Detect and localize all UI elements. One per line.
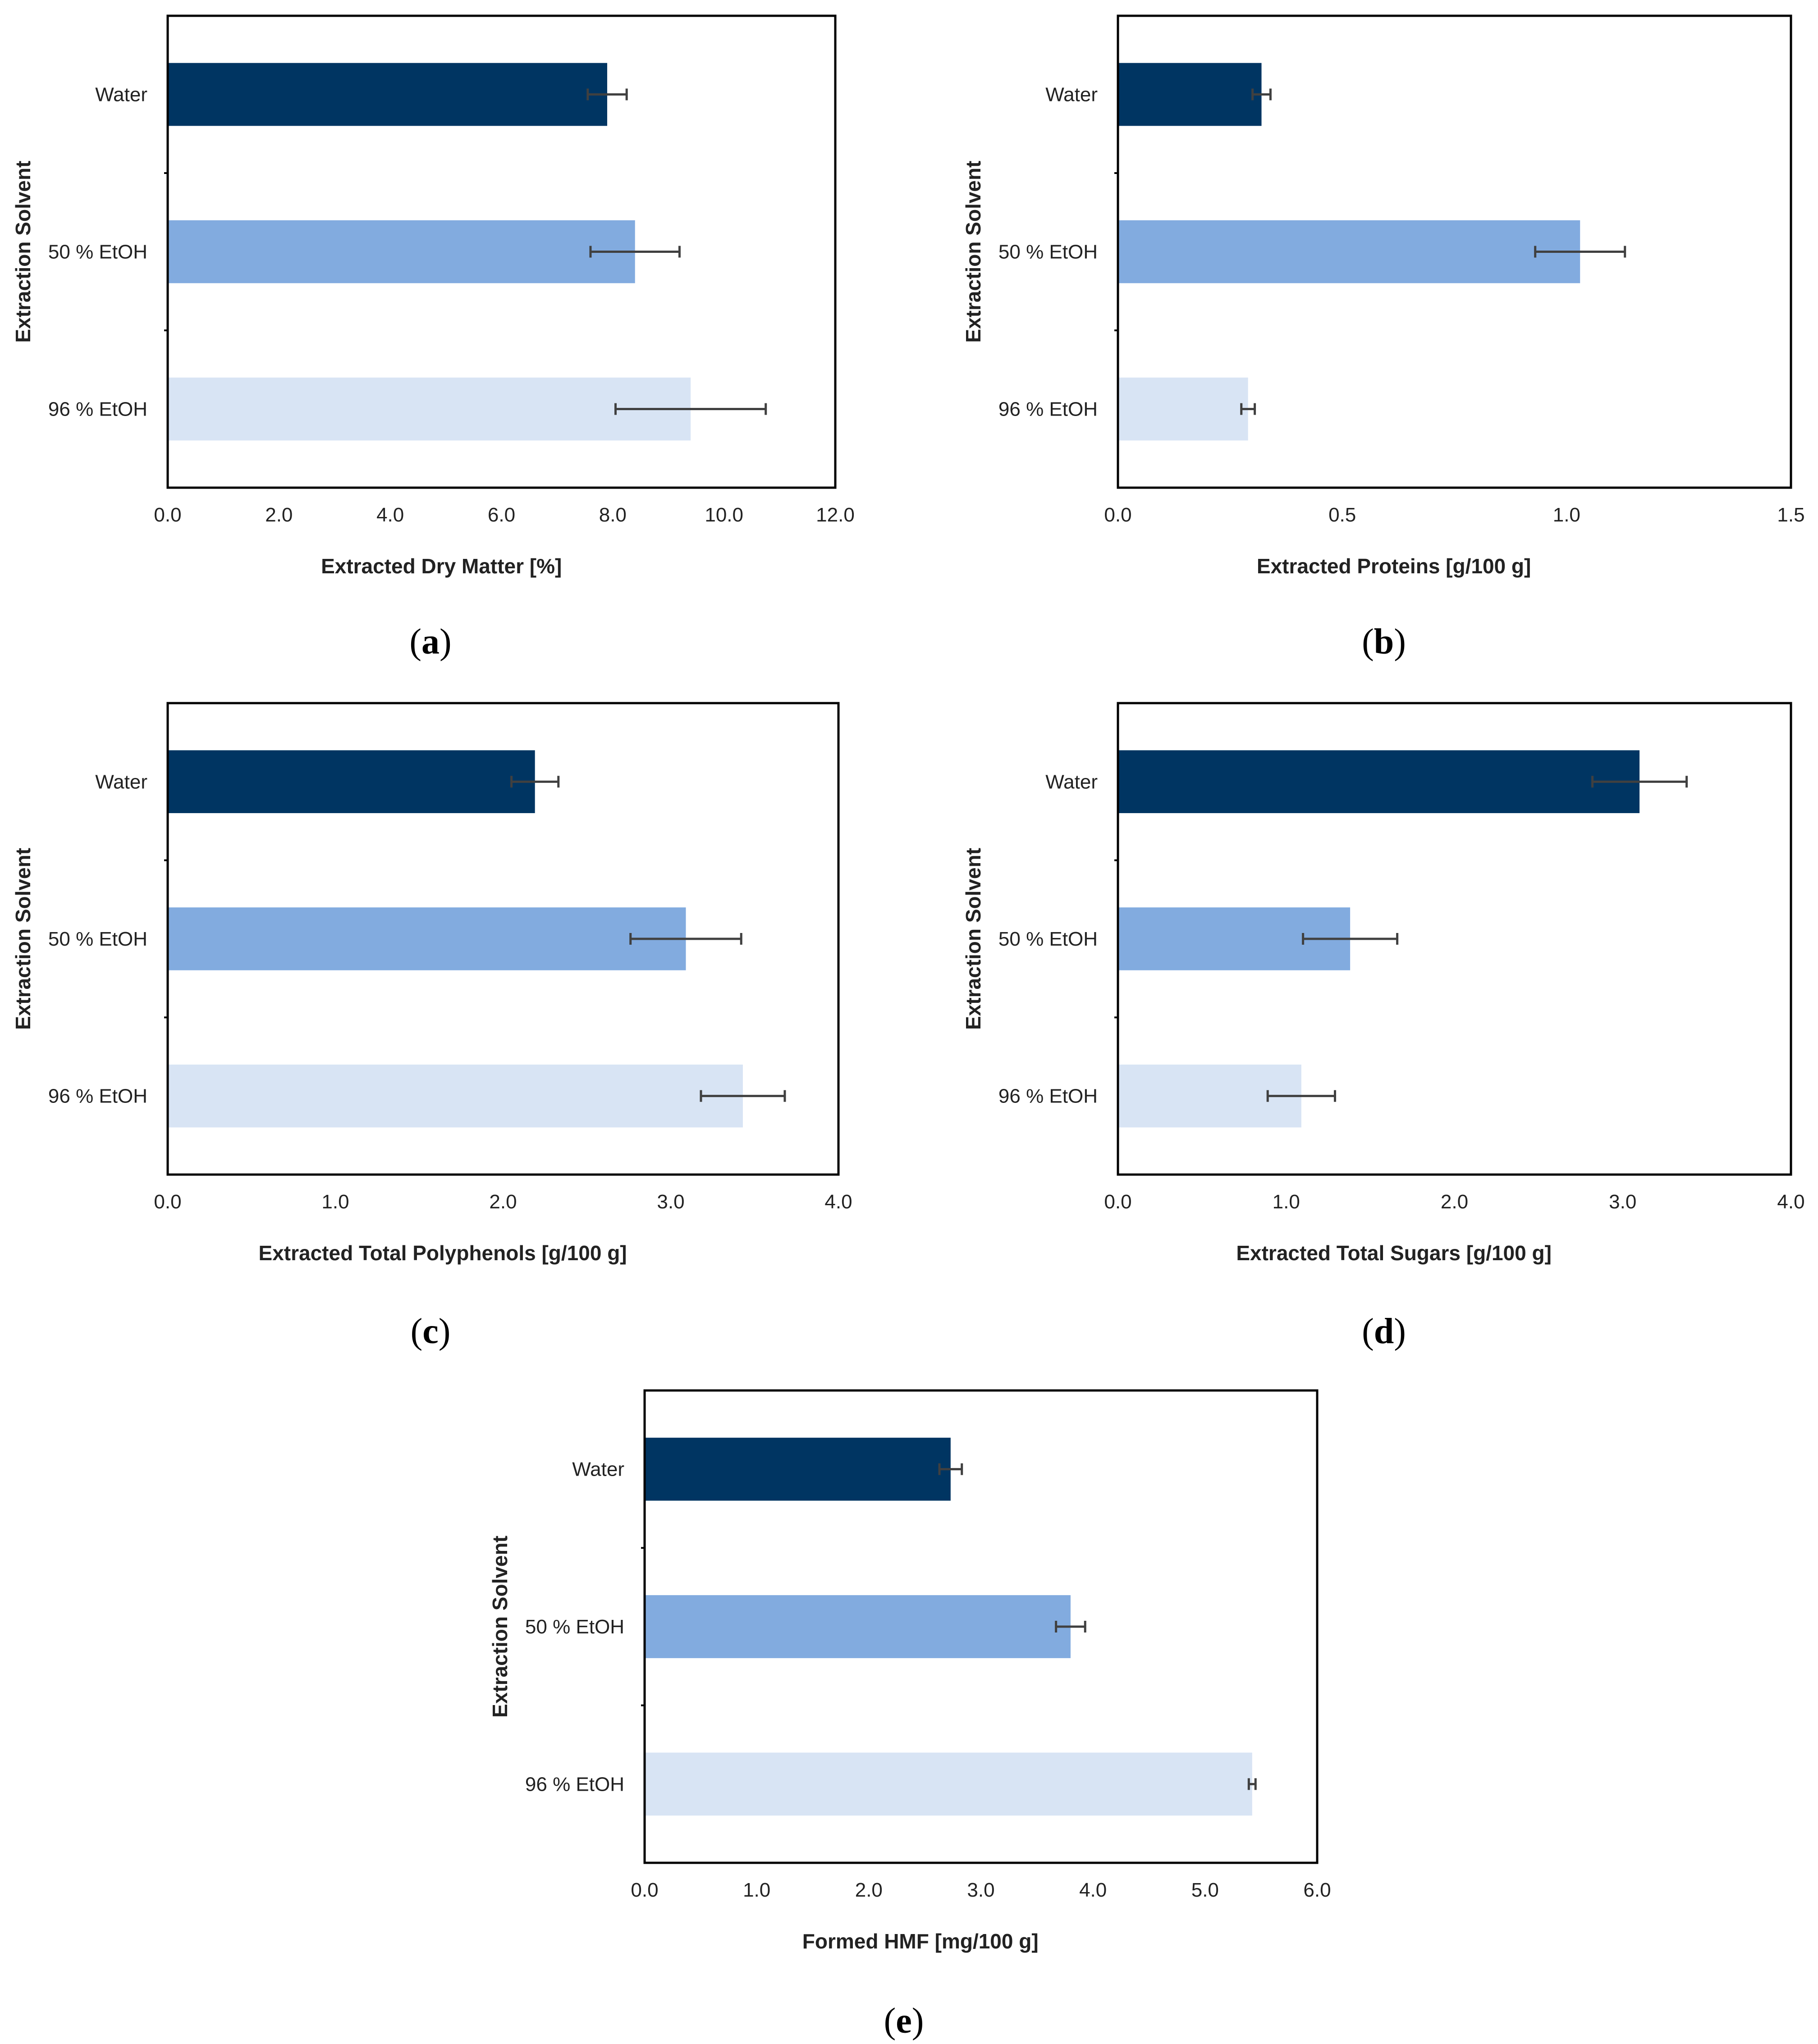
y-axis-title-d: Extraction Solvent	[962, 848, 985, 1030]
chart-panel-b: Water 50 % EtOH 96 % EtOH 0.0 0.5 1.0 1.5 Extra…	[962, 14, 1805, 662]
category-label-c-0: Water	[95, 771, 147, 793]
category-label-a-0: Water	[95, 84, 147, 106]
x-tick-label-a-5: 10.0	[705, 504, 743, 526]
category-label-e-1: 50 % EtOH	[525, 1616, 624, 1638]
plot-frame-d	[1117, 702, 1792, 1176]
x-axis-title-b: Extracted Proteins [g/100 g]	[1257, 554, 1531, 578]
category-label-b-0: Water	[1045, 84, 1098, 106]
chart-panel-c: Water 50 % EtOH 96 % EtOH 0.0 1.0 2.0 3.0 4.0 Ex…	[11, 702, 852, 1351]
panel-letter-d: (d)	[1362, 1312, 1406, 1351]
chart-panel-d: Water 50 % EtOH 96 % EtOH 0.0 1.0 2.0 3.0 4.0 Ex…	[962, 702, 1805, 1351]
error-bar-a-1	[589, 246, 681, 258]
bar-e-1	[645, 1595, 1071, 1658]
x-tick-label-c-2: 2.0	[489, 1191, 517, 1213]
error-bar-e-1	[1055, 1621, 1086, 1632]
error-bar-d-0	[1591, 776, 1688, 788]
x-axis-title-a: Extracted Dry Matter [%]	[321, 554, 562, 578]
error-bar-c-0	[510, 776, 560, 788]
error-bar-c-1	[629, 933, 742, 945]
category-label-a-1: 50 % EtOH	[48, 241, 147, 263]
y-axis-title-a: Extraction Solvent	[11, 161, 35, 343]
x-tick-label-a-0: 0.0	[154, 504, 181, 526]
error-bar-c-2	[700, 1090, 786, 1102]
x-tick-label-b-3: 1.5	[1777, 504, 1804, 526]
x-tick-label-a-1: 2.0	[265, 504, 293, 526]
plot-frame-c	[166, 702, 840, 1176]
x-tick-label-d-1: 1.0	[1273, 1191, 1300, 1213]
bar-b-1	[1118, 220, 1580, 284]
error-bar-a-2	[614, 403, 767, 415]
x-tick-label-a-4: 8.0	[599, 504, 627, 526]
plot-frame-e	[643, 1389, 1319, 1864]
error-bar-e-0	[938, 1463, 963, 1475]
bar-c-1	[168, 907, 686, 970]
x-tick-label-d-0: 0.0	[1104, 1191, 1131, 1213]
x-tick-label-c-3: 3.0	[657, 1191, 684, 1213]
plot-frame-b	[1117, 14, 1792, 489]
category-label-e-0: Water	[572, 1459, 624, 1481]
bar-e-0	[645, 1437, 951, 1501]
x-tick-label-e-6: 6.0	[1303, 1879, 1331, 1901]
category-label-c-1: 50 % EtOH	[48, 928, 147, 950]
x-tick-label-b-2: 1.0	[1553, 504, 1580, 526]
x-tick-label-e-1: 1.0	[743, 1879, 770, 1901]
x-tick-label-b-0: 0.0	[1104, 504, 1131, 526]
chart-panel-a: Water 50 % EtOH 96 % EtOH 0.0 2.0 4.0 6.0 8.0 10…	[11, 14, 855, 662]
x-tick-label-a-2: 4.0	[376, 504, 404, 526]
error-bar-d-1	[1302, 933, 1399, 945]
error-bar-d-2	[1266, 1090, 1336, 1102]
x-tick-label-c-0: 0.0	[154, 1191, 181, 1213]
bar-a-1	[168, 220, 635, 284]
x-tick-label-c-4: 4.0	[824, 1191, 852, 1213]
x-tick-label-a-6: 12.0	[816, 504, 855, 526]
x-tick-label-d-3: 3.0	[1609, 1191, 1636, 1213]
bar-a-2	[168, 377, 691, 441]
panel-letter-c: (c)	[411, 1312, 451, 1351]
bar-e-2	[645, 1752, 1252, 1816]
bar-b-0	[1118, 63, 1262, 126]
error-bar-b-1	[1534, 246, 1626, 258]
category-label-c-2: 96 % EtOH	[48, 1085, 147, 1107]
x-tick-label-e-3: 3.0	[967, 1879, 994, 1901]
error-bar-a-0	[586, 88, 628, 101]
y-axis-title-e: Extraction Solvent	[488, 1536, 512, 1718]
category-label-d-2: 96 % EtOH	[998, 1085, 1098, 1107]
error-bar-b-0	[1251, 88, 1272, 101]
x-tick-label-e-4: 4.0	[1079, 1879, 1107, 1901]
bar-c-0	[168, 750, 535, 814]
x-axis-title-d: Extracted Total Sugars [g/100 g]	[1236, 1241, 1552, 1265]
x-tick-label-b-1: 0.5	[1328, 504, 1356, 526]
x-tick-label-d-4: 4.0	[1777, 1191, 1804, 1213]
panel-letter-a: (a)	[409, 622, 451, 662]
x-tick-label-a-3: 6.0	[488, 504, 515, 526]
y-axis-title-c: Extraction Solvent	[11, 848, 35, 1030]
bar-b-2	[1118, 377, 1248, 441]
error-bar-b-2	[1240, 403, 1256, 415]
x-tick-label-c-1: 1.0	[321, 1191, 349, 1213]
category-label-d-1: 50 % EtOH	[998, 928, 1098, 950]
x-tick-label-e-5: 5.0	[1191, 1879, 1219, 1901]
x-tick-label-e-2: 2.0	[855, 1879, 883, 1901]
category-label-b-1: 50 % EtOH	[998, 241, 1098, 263]
bar-a-0	[168, 63, 607, 126]
plot-frame-a	[166, 14, 837, 489]
x-tick-label-e-0: 0.0	[631, 1879, 658, 1901]
panel-letter-b: (b)	[1362, 622, 1406, 662]
category-label-b-2: 96 % EtOH	[998, 398, 1098, 421]
x-axis-title-c: Extracted Total Polyphenols [g/100 g]	[259, 1241, 627, 1265]
chart-panel-e: Water 50 % EtOH 96 % EtOH 0.0 1.0 2.0 3.0 4.0 5.…	[488, 1389, 1331, 2041]
x-tick-label-d-2: 2.0	[1441, 1191, 1468, 1213]
error-bar-e-2	[1247, 1778, 1257, 1790]
bar-d-0	[1118, 750, 1640, 814]
category-label-e-2: 96 % EtOH	[525, 1773, 624, 1795]
category-label-a-2: 96 % EtOH	[48, 398, 147, 421]
category-label-d-0: Water	[1045, 771, 1098, 793]
y-axis-title-b: Extraction Solvent	[962, 161, 985, 343]
panel-letter-e: (e)	[884, 2001, 924, 2041]
x-axis-title-e: Formed HMF [mg/100 g]	[802, 1930, 1039, 1953]
bar-c-2	[168, 1064, 743, 1128]
